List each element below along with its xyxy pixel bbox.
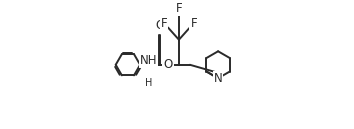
Text: O: O	[164, 58, 173, 71]
Text: N: N	[214, 72, 222, 85]
Text: O: O	[156, 19, 165, 32]
Text: NH: NH	[140, 54, 157, 67]
Text: H: H	[145, 78, 153, 88]
Text: F: F	[161, 17, 167, 30]
Text: F: F	[176, 2, 182, 15]
Text: F: F	[190, 17, 197, 30]
